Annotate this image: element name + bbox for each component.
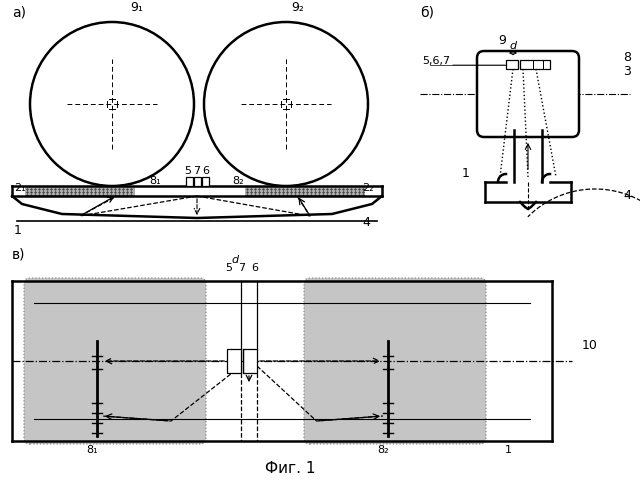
Text: 8₁: 8₁	[149, 176, 161, 186]
Text: 5,6,7: 5,6,7	[422, 56, 450, 66]
FancyBboxPatch shape	[477, 51, 579, 137]
Bar	[520, 60, 550, 69]
Bar	[506, 60, 518, 69]
Text: 2₂: 2₂	[362, 183, 374, 193]
Text: 8₁: 8₁	[86, 445, 98, 455]
Bar	[193, 177, 200, 186]
Text: 1: 1	[14, 224, 22, 237]
Text: 10: 10	[582, 339, 598, 352]
Text: 9₁: 9₁	[130, 1, 143, 14]
Text: 9: 9	[498, 34, 506, 47]
Text: 7: 7	[239, 263, 246, 273]
Text: 1: 1	[462, 167, 470, 180]
Text: 7: 7	[193, 166, 200, 176]
Text: 1: 1	[505, 445, 512, 455]
Bar	[202, 177, 209, 186]
Polygon shape	[25, 186, 135, 196]
Text: 5: 5	[184, 166, 191, 176]
Text: в): в)	[12, 247, 26, 261]
Text: 8₂: 8₂	[377, 445, 389, 455]
Text: d: d	[509, 41, 516, 51]
Text: d: d	[232, 255, 239, 265]
Text: 3: 3	[623, 65, 631, 78]
Text: 6: 6	[202, 166, 209, 176]
Text: 4: 4	[362, 216, 370, 229]
Bar	[227, 349, 241, 373]
Polygon shape	[245, 186, 365, 196]
Text: Фиг. 1: Фиг. 1	[265, 461, 316, 476]
Text: 9₂: 9₂	[291, 1, 304, 14]
Text: б): б)	[420, 6, 434, 20]
Text: 5: 5	[225, 263, 232, 273]
FancyBboxPatch shape	[24, 278, 206, 444]
Bar	[243, 349, 257, 373]
Text: 6: 6	[252, 263, 259, 273]
Text: 8: 8	[623, 51, 631, 64]
Text: 8₂: 8₂	[232, 176, 244, 186]
Text: 2₁: 2₁	[14, 183, 26, 193]
Bar	[186, 177, 193, 186]
Text: 4: 4	[623, 189, 631, 202]
Text: а): а)	[12, 6, 26, 20]
FancyBboxPatch shape	[304, 278, 486, 444]
